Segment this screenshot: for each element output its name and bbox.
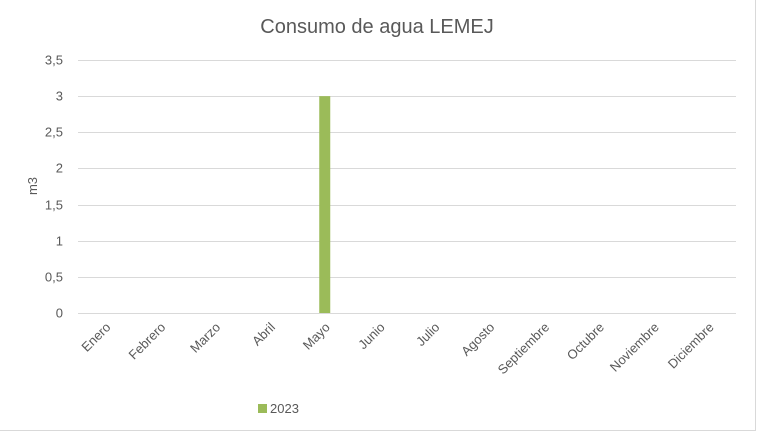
y-tick-label: 0: [56, 306, 63, 321]
y-tick-label: 2: [56, 161, 63, 176]
y-tick-label: 2,5: [45, 125, 63, 140]
x-tick-labels: Enero Febrero Marzo Abril Mayo Junio Julio Agos…: [78, 319, 716, 377]
x-tick-label: Julio: [413, 320, 443, 350]
y-tick-label: 3: [56, 89, 63, 104]
x-tick-label: Agosto: [458, 320, 497, 359]
x-tick-label: Noviembre: [607, 320, 662, 375]
bars: [319, 96, 331, 314]
y-tick-label: 0,5: [45, 270, 63, 285]
x-tick-label: Marzo: [187, 320, 223, 356]
y-tick-label: 3,5: [45, 53, 63, 68]
legend: 2023: [258, 401, 299, 416]
y-tick-label: 1,5: [45, 198, 63, 213]
gridlines: [78, 60, 736, 314]
x-tick-label: Enero: [78, 320, 113, 355]
x-tick-label: Octubre: [564, 320, 607, 363]
chart-title: Consumo de agua LEMEJ: [260, 16, 493, 38]
legend-label: 2023: [270, 401, 299, 416]
x-tick-label: Junio: [355, 320, 388, 353]
legend-swatch: [258, 404, 267, 413]
x-tick-label: Mayo: [300, 320, 333, 353]
x-tick-label: Diciembre: [665, 320, 717, 372]
x-tick-label: Septiembre: [495, 320, 553, 378]
x-tick-label: Abril: [249, 319, 278, 348]
bar: [319, 96, 331, 314]
y-tick-labels: 0 0,5 1 1,5 2 2,5 3 3,5: [45, 53, 63, 321]
x-tick-label: Febrero: [126, 320, 169, 363]
y-tick-label: 1: [56, 234, 63, 249]
chart-right-border: [755, 0, 756, 431]
y-axis-label: m3: [25, 177, 40, 195]
